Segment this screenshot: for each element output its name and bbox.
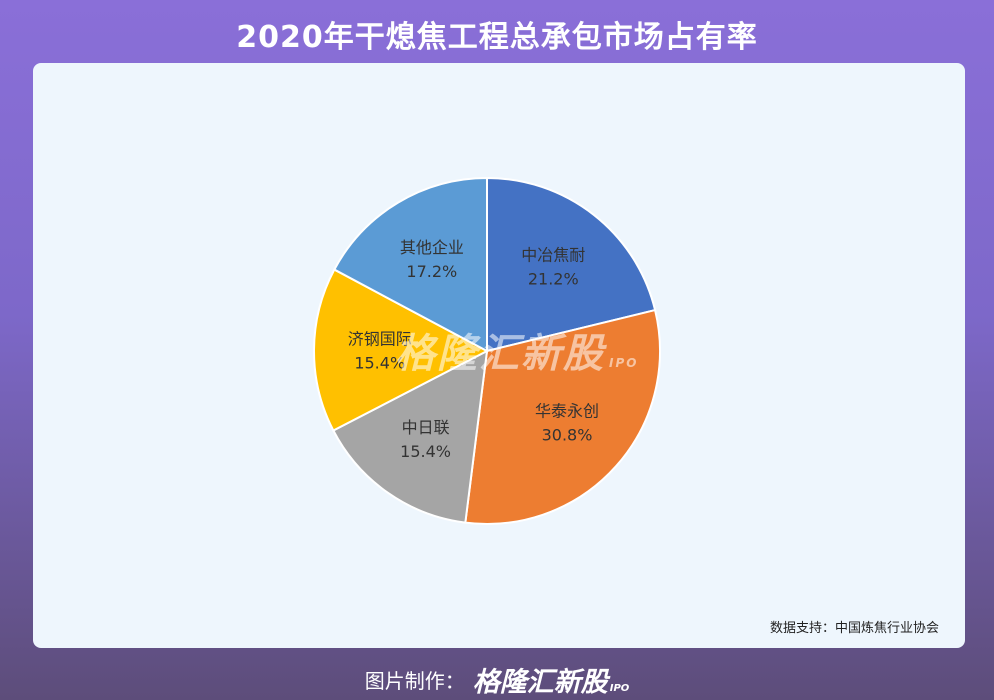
slice-value-label: 15.4% <box>354 353 405 372</box>
footer-brand: 格隆汇新股 IPO <box>473 667 630 698</box>
pie-chart: 中冶焦耐 21.2% 华泰永创 30.8% 中日联 15.4% 济钢国际 15.4% 其他企业 1… <box>313 176 661 525</box>
slice-label: 中冶焦耐 <box>521 246 585 265</box>
watermark: 格隆汇新股 IPO <box>395 321 638 379</box>
pie-slice <box>313 268 490 432</box>
slice-label: 其他企业 <box>400 238 464 257</box>
watermark-text: 格隆汇新股 <box>395 331 605 377</box>
slice-label: 济钢国际 <box>348 329 412 348</box>
chart-title: 2020年干熄焦工程总承包市场占有率 <box>236 20 758 55</box>
data-source: 数据支持：中国炼焦行业协会 <box>769 621 939 636</box>
pie-slice <box>333 176 488 353</box>
pie-slice <box>486 176 657 353</box>
watermark-sub: IPO <box>609 356 639 370</box>
slice-label: 中日联 <box>402 418 450 437</box>
pie-slice <box>332 349 489 524</box>
footer-label: 图片制作： <box>364 669 465 693</box>
chart-card: 中冶焦耐 21.2% 华泰永创 30.8% 中日联 15.4% 济钢国际 15.4% 其他企业 1… <box>33 63 965 648</box>
slice-value-label: 30.8% <box>542 425 593 444</box>
footer-brand-text: 格隆汇新股 <box>472 667 608 698</box>
pie-slice <box>464 308 661 525</box>
slice-value-label: 17.2% <box>406 262 457 281</box>
slice-label: 华泰永创 <box>535 401 599 420</box>
slice-value-label: 21.2% <box>528 270 579 289</box>
footer-brand-sub: IPO <box>609 683 630 694</box>
slice-value-label: 15.4% <box>400 442 451 461</box>
footer: 图片制作： 格隆汇新股 IPO <box>0 660 994 699</box>
